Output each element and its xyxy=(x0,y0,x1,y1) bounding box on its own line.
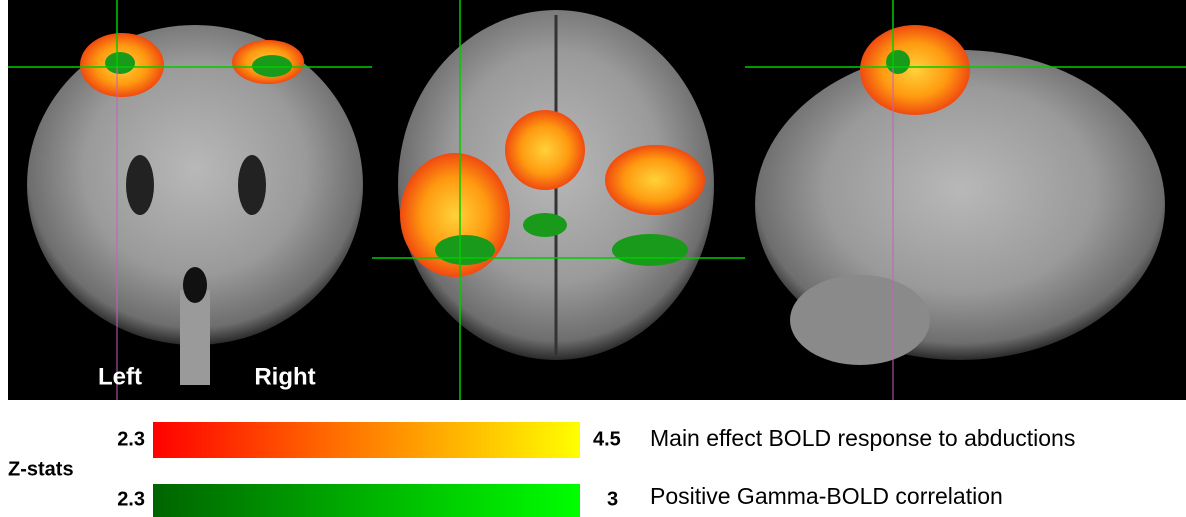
legend-title: Z-stats xyxy=(8,458,74,480)
bar-label: Positive Gamma-BOLD correlation xyxy=(650,483,1003,509)
activation-hot xyxy=(860,25,970,115)
brain-stem xyxy=(180,290,210,385)
figure: Left Right Z-stats 2.3 4.5 Main effect B… xyxy=(0,0,1186,517)
activation-green xyxy=(252,55,292,77)
bar-label: Main effect BOLD response to abductions xyxy=(650,425,1075,451)
color-bar xyxy=(153,484,580,517)
side-label: Left xyxy=(98,363,142,390)
bar-min: 2.3 xyxy=(117,488,145,510)
activation-green xyxy=(886,50,910,74)
activation-hot xyxy=(605,145,705,215)
ventricle xyxy=(126,155,154,215)
ventricle xyxy=(183,267,207,303)
bar-min: 2.3 xyxy=(117,428,145,450)
activation-green xyxy=(612,234,688,266)
color-bar xyxy=(153,422,580,458)
ventricle xyxy=(238,155,266,215)
activation-green xyxy=(523,213,567,237)
cerebellum xyxy=(790,275,930,365)
bar-max: 4.5 xyxy=(593,428,621,450)
activation-green xyxy=(105,52,135,74)
bar-max: 3 xyxy=(607,488,618,510)
activation-hot xyxy=(505,110,585,190)
activation-green xyxy=(435,235,495,265)
side-label: Right xyxy=(254,363,315,390)
